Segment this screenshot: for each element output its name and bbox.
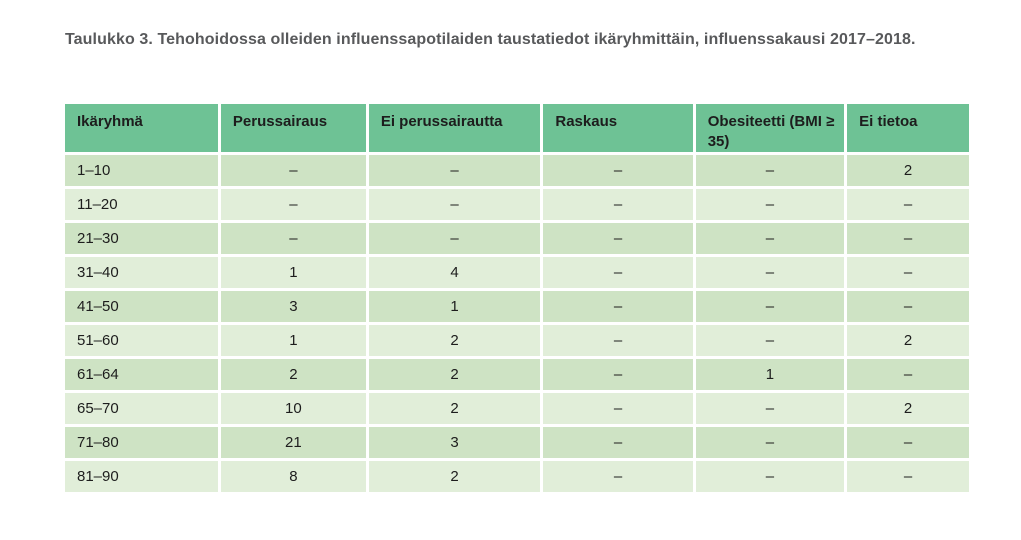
table-cell: 2 <box>847 325 969 356</box>
table-cell: – <box>368 189 541 220</box>
table-cell: – <box>695 393 845 424</box>
table-cell: – <box>543 257 693 288</box>
table-cell: 1 <box>220 257 366 288</box>
table-cell: – <box>695 291 845 322</box>
table-cell: – <box>847 189 969 220</box>
column-header: Perussairaus <box>220 104 366 152</box>
table-cell: – <box>543 359 693 390</box>
column-header: Raskaus <box>543 104 693 152</box>
column-header: Ei tietoa <box>847 104 969 152</box>
table-cell: – <box>847 461 969 492</box>
table-row: 11–20– – – – – <box>65 189 969 220</box>
table-cell: 1 <box>220 325 366 356</box>
column-header: Obesiteetti (BMI ≥ 35) <box>695 104 845 152</box>
table-cell: 2 <box>368 393 541 424</box>
table-cell: – <box>543 325 693 356</box>
table-cell: – <box>847 427 969 458</box>
table-cell: – <box>220 223 366 254</box>
table-cell: – <box>368 223 541 254</box>
age-group-cell: 41–50 <box>65 291 218 322</box>
table-cell: 21 <box>220 427 366 458</box>
table-cell: 2 <box>368 461 541 492</box>
table-cell: 1 <box>695 359 845 390</box>
table-cell: – <box>220 155 366 186</box>
table-row: 31–40 1 4– – – <box>65 257 969 288</box>
table-cell: – <box>543 461 693 492</box>
table-body: 1–10– – – –2 11–20– – – – –21–30– – – – –31–40 1 4– – –4… <box>65 155 969 492</box>
data-table: Ikäryhmä Perussairaus Ei perussairautta Ras… <box>62 101 972 495</box>
table-cell: 1 <box>368 291 541 322</box>
table-row: 81–90 8 2– – – <box>65 461 969 492</box>
table-cell: 2 <box>220 359 366 390</box>
age-group-cell: 21–30 <box>65 223 218 254</box>
table-cell: – <box>695 461 845 492</box>
age-group-cell: 1–10 <box>65 155 218 186</box>
table-cell: – <box>543 291 693 322</box>
table-row: 1–10– – – –2 <box>65 155 969 186</box>
table-row: 71–80 21 3– – – <box>65 427 969 458</box>
column-header: Ikäryhmä <box>65 104 218 152</box>
table-cell: – <box>543 393 693 424</box>
age-group-cell: 65–70 <box>65 393 218 424</box>
table-row: 21–30– – – – – <box>65 223 969 254</box>
age-group-cell: 71–80 <box>65 427 218 458</box>
table-cell: 3 <box>368 427 541 458</box>
table-cell: – <box>543 189 693 220</box>
table-row: 61–64 2 2–1– <box>65 359 969 390</box>
table-cell: – <box>368 155 541 186</box>
table-cell: 10 <box>220 393 366 424</box>
header-row: Ikäryhmä Perussairaus Ei perussairautta Ras… <box>65 104 969 152</box>
table-cell: – <box>847 359 969 390</box>
table-cell: – <box>847 257 969 288</box>
table-cell: – <box>695 427 845 458</box>
age-group-cell: 11–20 <box>65 189 218 220</box>
table-header: Ikäryhmä Perussairaus Ei perussairautta Ras… <box>65 104 969 152</box>
table-cell: 2 <box>368 325 541 356</box>
table-cell: – <box>220 189 366 220</box>
table-cell: 8 <box>220 461 366 492</box>
table-cell: – <box>695 189 845 220</box>
table-cell: – <box>695 155 845 186</box>
table-cell: 2 <box>368 359 541 390</box>
table-cell: – <box>695 325 845 356</box>
table-cell: – <box>543 427 693 458</box>
age-group-cell: 61–64 <box>65 359 218 390</box>
table-cell: – <box>543 155 693 186</box>
table-cell: – <box>847 291 969 322</box>
table-cell: – <box>543 223 693 254</box>
table-cell: 3 <box>220 291 366 322</box>
column-header: Ei perussairautta <box>368 104 541 152</box>
table-cell: – <box>695 257 845 288</box>
table-caption: Taulukko 3. Tehohoidossa olleiden influe… <box>65 31 916 48</box>
table-row: 51–60 1 2– –2 <box>65 325 969 356</box>
table-cell: 2 <box>847 393 969 424</box>
table-row: 65–70 10 2– –2 <box>65 393 969 424</box>
age-group-cell: 81–90 <box>65 461 218 492</box>
table-cell: 2 <box>847 155 969 186</box>
table-cell: – <box>695 223 845 254</box>
age-group-cell: 51–60 <box>65 325 218 356</box>
age-group-cell: 31–40 <box>65 257 218 288</box>
table-cell: – <box>847 223 969 254</box>
table-cell: 4 <box>368 257 541 288</box>
table-row: 41–50 3 1– – – <box>65 291 969 322</box>
